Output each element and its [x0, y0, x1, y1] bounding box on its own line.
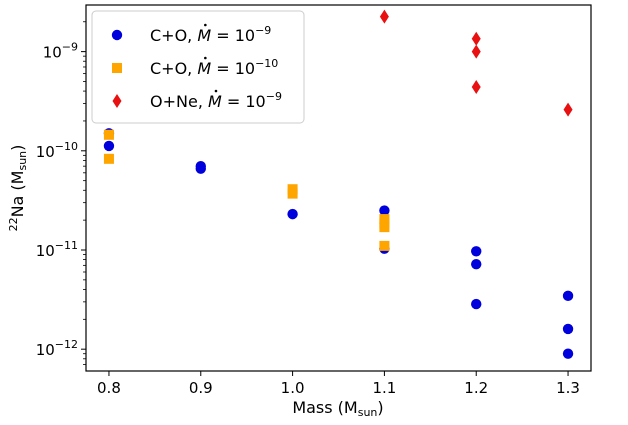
data-point: [379, 9, 389, 24]
mdot-accent: [204, 23, 207, 27]
data-point: [563, 102, 573, 117]
data-point: [471, 79, 481, 94]
x-tick-label: 1.3: [556, 379, 580, 397]
legend-box: [91, 10, 305, 124]
data-point: [287, 188, 298, 199]
x-tick-label: 1.0: [281, 379, 305, 397]
legend-marker-square: [112, 63, 122, 73]
data-point: [103, 129, 114, 140]
mdot-accent: [214, 89, 218, 93]
series-square: [103, 129, 390, 251]
data-point: [287, 208, 298, 220]
data-point: [471, 258, 482, 270]
y-tick-label: 10−9: [43, 41, 78, 62]
data-point: [471, 31, 481, 46]
x-axis-label: Mass (Msun): [292, 398, 383, 419]
series-circle: [103, 128, 574, 359]
data-point: [471, 246, 482, 257]
data-point: [103, 153, 114, 164]
data-point: [103, 140, 115, 152]
data-point: [562, 323, 574, 335]
legend-label: C+O, M = 10−10: [150, 57, 278, 78]
y-tick-label: 10−12: [36, 338, 78, 359]
data-point: [471, 298, 482, 310]
legend: C+O, M = 10−9 C+O, M = 10−10 O+Ne, M = 10−…: [91, 10, 305, 124]
data-points: [103, 9, 574, 359]
y-tick-label: 10−11: [36, 239, 78, 260]
legend-marker-circle: [111, 29, 123, 41]
y-axis-label: 22Na (Msun): [7, 145, 29, 232]
x-tick-label: 1.1: [372, 379, 396, 397]
x-tick-label: 0.9: [189, 379, 213, 397]
plot-frame: [85, 4, 592, 372]
data-point: [471, 44, 481, 59]
y-tick-label: 10−10: [36, 140, 78, 161]
legend-label: O+Ne, M = 10−9: [150, 90, 282, 111]
data-point: [562, 290, 574, 302]
data-point: [379, 222, 390, 233]
x-tick-label: 1.2: [464, 379, 488, 397]
x-tick-label: 0.8: [97, 379, 121, 397]
axis-ticks: 0.8 0.9 1.0 1.1 1.2 1.3 10−9 10−10 10−11 10−12: [36, 21, 580, 397]
legend-marker-diamond: [112, 94, 122, 108]
data-point: [379, 205, 390, 216]
data-point: [562, 348, 574, 359]
data-point: [379, 240, 390, 251]
series-diamond: [379, 9, 573, 117]
data-point: [195, 163, 206, 174]
mdot-accent: [204, 56, 207, 60]
legend-label: C+O, M = 10−9: [150, 24, 271, 45]
